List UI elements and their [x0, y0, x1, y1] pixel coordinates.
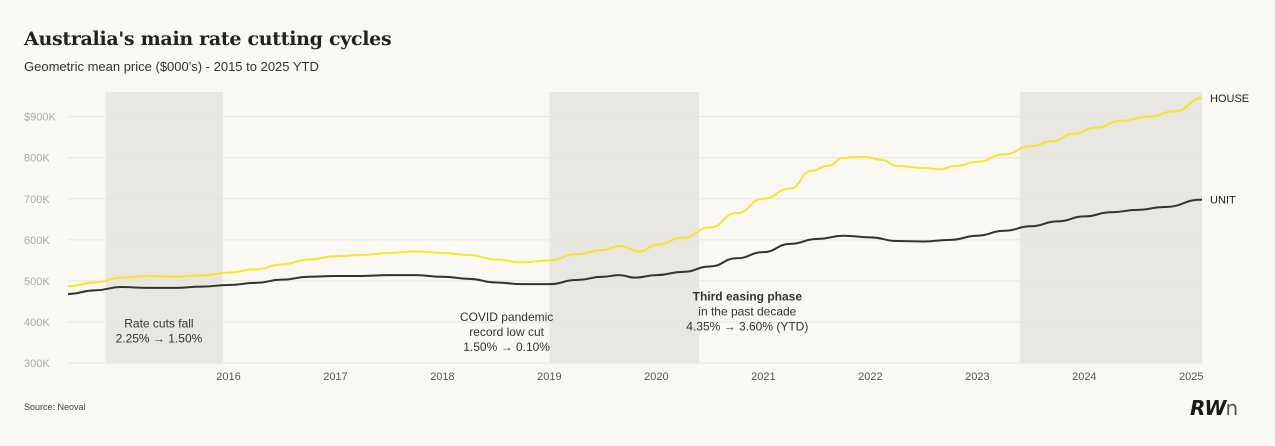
- x-tick-label: 2019: [537, 371, 561, 383]
- annotation-line: COVID pandemic: [460, 310, 553, 324]
- shaded-period-2: [549, 92, 700, 363]
- y-tick-label: 600K: [24, 235, 50, 247]
- y-tick-label: $900K: [24, 112, 56, 124]
- series-label-house: HOUSE: [1210, 93, 1249, 105]
- annotation-line: in the past decade: [698, 305, 796, 319]
- brand-logo: RWn: [1190, 396, 1238, 420]
- x-tick-label: 2017: [323, 371, 347, 383]
- x-tick-label: 2021: [751, 371, 775, 383]
- x-tick-label: 2024: [1072, 371, 1096, 383]
- y-tick-label: 300K: [24, 358, 50, 370]
- x-tick-label: 2022: [858, 371, 882, 383]
- x-tick-label: 2016: [216, 371, 240, 383]
- series-line-unit: [67, 198, 1203, 296]
- annotation-line: 1.50% → 0.10%: [463, 340, 550, 354]
- shaded-period-1: [105, 92, 224, 363]
- annotation-line: Third easing phase: [693, 290, 803, 304]
- series-line-house: [67, 97, 1203, 288]
- annotation-line: 4.35% → 3.60% (YTD): [686, 320, 808, 334]
- y-tick-label: 800K: [24, 153, 50, 165]
- chart-title: Australia's main rate cutting cycles: [24, 28, 392, 50]
- annotation-line: 2.25% → 1.50%: [116, 332, 203, 346]
- shaded-period-3: [1020, 92, 1202, 363]
- source-note: Source: Neoval: [24, 402, 86, 412]
- series-label-unit: UNIT: [1210, 195, 1236, 207]
- x-tick-label: 2025: [1179, 371, 1203, 383]
- y-tick-label: 700K: [24, 194, 50, 206]
- annotation-1: Rate cuts fall 2.25% → 1.50%: [116, 317, 203, 346]
- annotation-line: record low cut: [469, 325, 544, 339]
- annotation-3: Third easing phase in the past decade 4.35…: [686, 290, 808, 334]
- chart-subtitle: Geometric mean price ($000's) - 2015 to …: [24, 59, 319, 74]
- x-tick-label: 2018: [430, 371, 454, 383]
- annotation-line: Rate cuts fall: [124, 317, 193, 331]
- x-tick-label: 2023: [965, 371, 989, 383]
- annotation-2: COVID pandemic record low cut 1.50% → 0.10…: [460, 310, 553, 354]
- x-tick-label: 2020: [644, 371, 668, 383]
- y-tick-label: 400K: [24, 317, 50, 329]
- y-tick-label: 500K: [24, 276, 50, 288]
